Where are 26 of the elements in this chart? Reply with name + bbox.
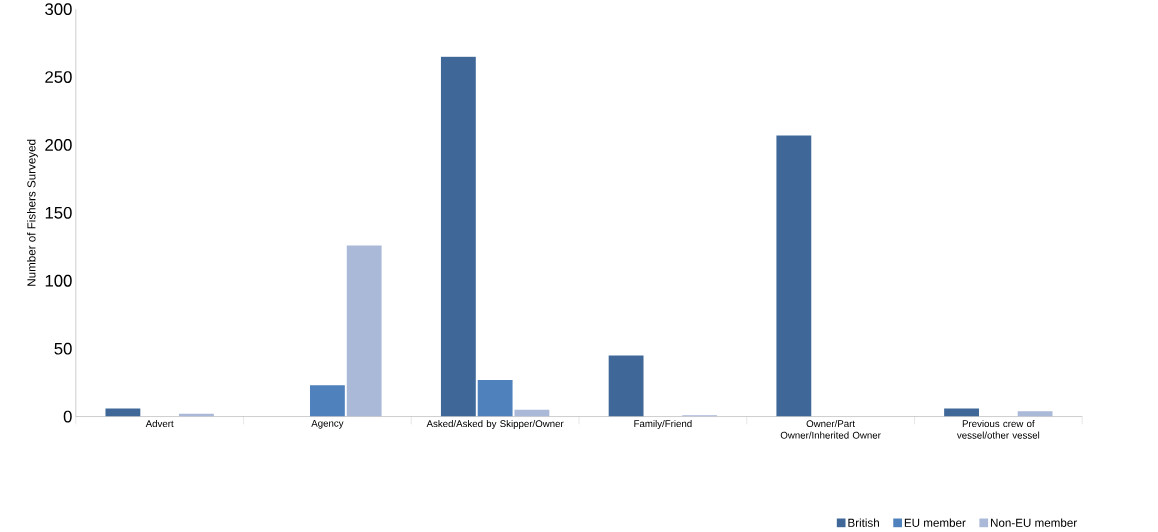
x-tick-label: Asked/Asked by Skipper/Owner (426, 419, 564, 429)
legend-label: British (848, 518, 879, 527)
bar (776, 135, 812, 417)
bar (944, 408, 979, 417)
bar (346, 245, 382, 417)
y-tick-label: 50 (54, 342, 72, 355)
bar (1017, 411, 1053, 417)
y-tick-label: 250 (45, 71, 72, 83)
y-tick-label: 200 (45, 138, 72, 151)
bar (309, 385, 345, 417)
x-tick-label: Family/Friend (634, 419, 692, 429)
y-tick-label: 300 (45, 3, 72, 15)
bar (440, 56, 476, 417)
x-tick-label: Owner/Part Owner/Inherited Owner (780, 419, 881, 439)
bar (105, 408, 141, 417)
y-tick-label: 150 (45, 206, 72, 219)
x-tick-label: Agency (311, 419, 344, 429)
x-tick-label: Previous crew of vessel/other vessel (956, 419, 1040, 439)
legend-label: Non-EU member (991, 518, 1077, 527)
bar (477, 379, 513, 417)
y-axis-title: Number of Fishers Surveyed (27, 139, 38, 286)
legend-label: EU member (904, 518, 966, 527)
y-tick-label: 100 (45, 274, 72, 287)
x-tick-label: Advert (145, 419, 174, 428)
bar (608, 355, 644, 417)
y-tick-label: 0 (63, 410, 72, 423)
